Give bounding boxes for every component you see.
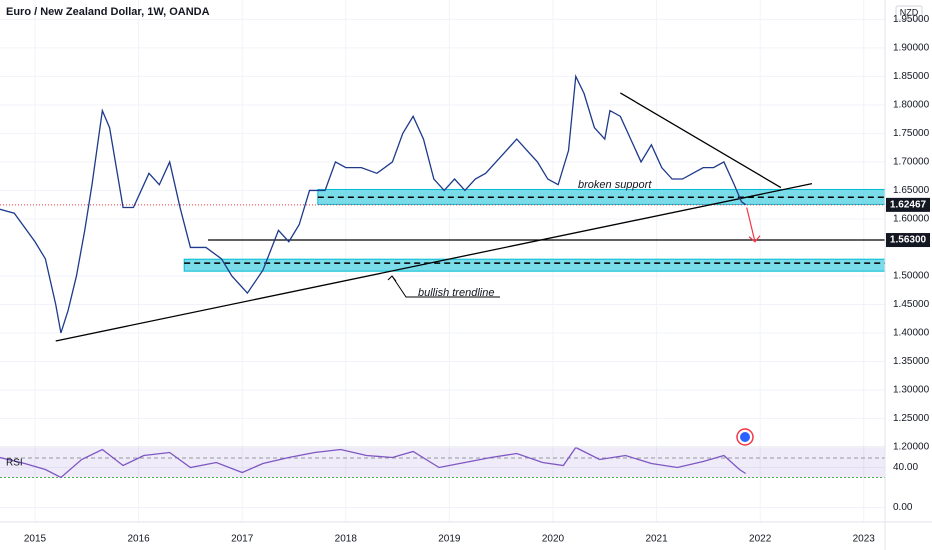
x-tick-label: 2021 [645,534,668,545]
currency-label: NZD [900,7,919,17]
zone [183,258,886,272]
price-tag-label: 1.62467 [890,200,927,211]
event-icon-dot [740,432,750,442]
forecast-arrowhead [748,235,761,243]
x-tick-label: 2016 [127,534,150,545]
plot-area [0,74,886,479]
price-tag [886,233,930,248]
y-tick-label: 1.30000 [893,385,930,396]
chart-title: Euro / New Zealand Dollar, 1W, OANDA [6,6,210,18]
y-tick-label: 1.35000 [893,356,930,367]
trendline [619,92,782,189]
y-tick-label: 1.25000 [893,413,930,424]
x-tick-label: 2020 [542,534,565,545]
x-tick-label: 2022 [749,534,772,545]
forecast-arrow [746,207,756,242]
y-tick-label: 1.85000 [893,71,930,82]
rsi-band [0,448,885,478]
y-tick-label: 1.95000 [893,14,930,25]
y-tick-label: 1.60000 [893,214,930,225]
x-tick-label: 2023 [853,534,876,545]
annotation: bullish trendline [418,287,494,299]
x-tick-label: 2019 [438,534,461,545]
y-tick-label: 1.70000 [893,157,930,168]
y-tick-label: 1.65000 [893,185,930,196]
y-tick-label: 1.40000 [893,328,930,339]
price-tag [886,197,930,212]
annotation-pointer [391,275,500,298]
x-tick-label: 2018 [335,534,358,545]
y-tick-label: 1.20000 [893,442,930,453]
price-tag-label: 1.56300 [890,235,927,246]
y-tick-label: 1.75000 [893,128,930,139]
y-tick-label: 0.00 [893,502,913,513]
y-tick-label: 1.45000 [893,299,930,310]
rsi-line [0,446,747,479]
x-tick-label: 2017 [231,534,254,545]
rsi-label: RSI [6,458,23,469]
currency-badge[interactable] [895,5,923,21]
annotation: broken support [578,179,652,191]
annotation-arrowhead [387,275,397,282]
y-tick-label: 1.80000 [893,100,930,111]
y-tick-label: 1.90000 [893,43,930,54]
y-tick-label: 1.50000 [893,271,930,282]
price-line [0,74,747,334]
x-tick-label: 2015 [24,534,47,545]
y-tick-label: 40.00 [893,462,918,473]
trendline [55,182,813,342]
